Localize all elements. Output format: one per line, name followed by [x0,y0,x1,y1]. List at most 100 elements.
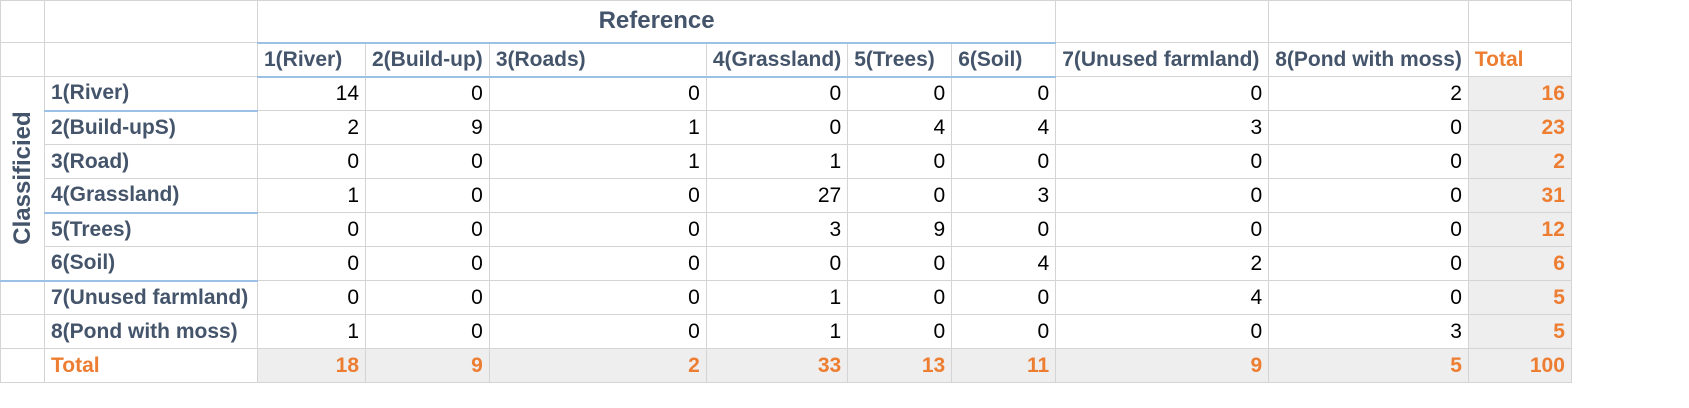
table-cell: 0 [1268,178,1469,213]
empty-cell [0,280,45,315]
column-total: 5 [1268,348,1469,383]
table-cell: 1 [705,144,849,179]
table-cell: 0 [257,144,366,179]
table-cell: 0 [488,178,707,213]
table-cell: 2 [257,110,366,145]
row-total: 6 [1467,246,1572,281]
column-total: 11 [951,348,1057,383]
row-total: 16 [1467,76,1572,111]
table-row: Classificied 1(River) 14 0 0 0 0 0 0 2 1… [0,76,1572,282]
corner-cell [0,0,45,43]
table-cell: 14 [257,76,366,111]
empty-cell [0,314,45,349]
column-header: 4(Grassland) [705,42,849,78]
column-header: 7(Unused farmland) [1055,42,1270,77]
table-row: 2(Build-upS) 2 9 1 0 4 4 3 0 23 [1,110,1572,145]
table-row: 4(Grassland) 1 0 0 27 0 3 0 0 31 [1,178,1572,214]
table-cell: 0 [1268,280,1469,315]
column-total: 2 [488,348,707,383]
table-row: 3(Road) 0 0 1 1 0 0 0 0 2 [1,144,1572,179]
table-cell: 2 [1268,76,1469,111]
table-cell: 3 [1268,314,1469,349]
table-cell: 0 [488,76,707,111]
row-header: 1(River) [44,76,258,112]
totals-row: Total 18 9 2 33 13 11 9 5 100 [0,348,1572,383]
table-cell: 4 [1055,280,1270,315]
table-cell: 0 [951,144,1057,179]
table-cell: 0 [365,76,490,111]
column-header: 3(Roads) [488,42,707,78]
corner-cell [44,42,258,77]
table-cell: 0 [1268,246,1469,281]
row-header: 3(Road) [44,144,258,179]
table-cell: 0 [1268,144,1469,179]
table-cell: 4 [847,110,953,145]
empty-cell [1055,0,1270,43]
table-cell: 3 [1055,110,1270,145]
table-cell: 1 [488,110,707,145]
table-cell: 0 [847,178,953,213]
table-cell: 0 [847,246,953,281]
table-cell: 4 [951,110,1057,145]
table-cell: 0 [365,178,490,213]
row-header: 8(Pond with moss) [44,314,258,349]
row-header: 6(Soil) [44,246,258,282]
table-cell: 1 [257,178,366,213]
table-cell: 0 [1268,110,1469,145]
corner-cell [0,42,45,77]
column-total: 33 [705,348,849,383]
row-total: 2 [1467,144,1572,179]
table-cell: 0 [488,280,707,315]
table-cell: 0 [488,246,707,281]
grand-total: 100 [1467,348,1572,383]
total-row-header: Total [44,348,258,383]
table-cell: 0 [365,314,490,349]
row-total: 12 [1467,212,1572,247]
table-cell: 3 [951,178,1057,213]
table-cell: 0 [365,212,490,247]
row-total: 23 [1467,110,1572,145]
reference-title-row: Reference [0,0,1572,44]
table-cell: 4 [951,246,1057,281]
table-cell: 2 [1055,246,1270,281]
reference-title: Reference [256,0,1057,44]
empty-cell [1268,0,1469,43]
classified-title: Classificied [0,76,45,282]
table-cell: 0 [1055,76,1270,111]
column-header: 5(Trees) [847,42,953,78]
table-cell: 1 [488,144,707,179]
column-header-row: 1(River) 2(Build-up) 3(Roads) 4(Grasslan… [0,42,1572,78]
table-cell: 3 [705,212,849,247]
column-header: 8(Pond with moss) [1268,42,1469,77]
table-cell: 0 [488,212,707,247]
empty-cell [0,348,45,383]
column-total: 9 [1055,348,1270,383]
table-cell: 0 [951,212,1057,247]
table-cell: 0 [951,314,1057,349]
table-cell: 0 [257,280,366,315]
table-cell: 0 [488,314,707,349]
row-total: 31 [1467,178,1572,213]
column-total: 13 [847,348,953,383]
table-cell: 0 [847,280,953,315]
column-total: 18 [257,348,366,383]
row-header: 4(Grassland) [44,178,258,214]
table-cell: 1 [705,280,849,315]
table-cell: 0 [257,212,366,247]
table-cell: 0 [847,76,953,111]
table-cell: 9 [847,212,953,247]
total-column-header: Total [1467,42,1572,77]
row-total: 5 [1467,280,1572,315]
row-header: 5(Trees) [44,212,258,247]
table-row: 5(Trees) 0 0 0 3 9 0 0 0 12 [1,212,1572,247]
table-cell: 0 [847,314,953,349]
table-cell: 0 [365,280,490,315]
row-header: 7(Unused farmland) [44,280,258,315]
table-cell: 0 [705,110,849,145]
table-cell: 0 [1268,212,1469,247]
row-header: 2(Build-upS) [44,110,258,145]
table-row: 8(Pond with moss) 1 0 0 1 0 0 0 3 5 [0,314,1572,349]
column-header: 6(Soil) [951,42,1057,78]
empty-cell [1467,0,1572,43]
table-cell: 0 [1055,212,1270,247]
